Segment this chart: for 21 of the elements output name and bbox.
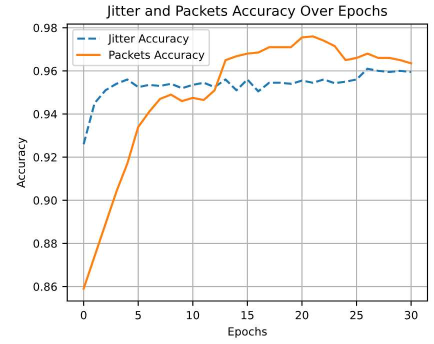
legend-label: Packets Accuracy <box>109 50 204 62</box>
y-tick-label: 0.92 <box>34 153 56 162</box>
x-tick-label: 10 <box>186 310 200 320</box>
y-tick-label: 0.88 <box>34 239 57 248</box>
x-tick-label: 30 <box>404 310 418 320</box>
x-tick-label: 15 <box>242 311 254 320</box>
y-tick-label: 0.98 <box>34 24 57 32</box>
line-series <box>82 68 412 146</box>
x-tick-label: 25 <box>350 310 363 320</box>
y-tick-label: 0.96 <box>34 66 57 76</box>
x-axis-title: Epochs <box>228 327 267 338</box>
line-series <box>82 35 412 290</box>
chart-title: Jitter and Packets Accuracy Over Epochs <box>106 5 387 19</box>
y-tick-label: 0.94 <box>34 110 57 118</box>
x-tick-label: 20 <box>296 310 308 320</box>
y-axis-title: Accuracy <box>16 138 28 188</box>
y-tick-label: 0.90 <box>34 196 57 205</box>
y-tick-label: 0.86 <box>34 282 57 291</box>
x-tick-label: 0 <box>80 310 86 320</box>
x-tick-label: 5 <box>136 311 141 320</box>
legend-label: Jitter Accuracy <box>108 34 189 45</box>
